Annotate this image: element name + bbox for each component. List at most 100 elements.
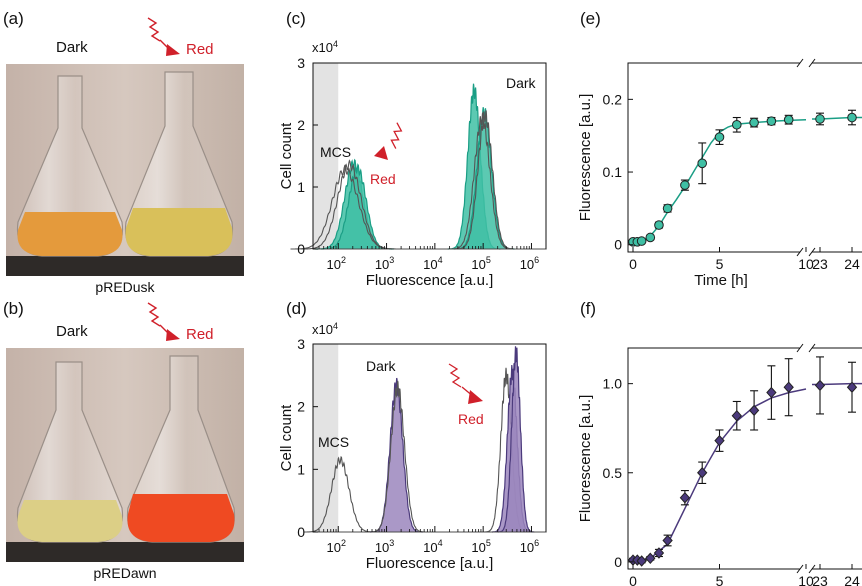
panel-d-red-label: Red <box>458 411 484 427</box>
y-tick-label: 0.1 <box>603 164 623 180</box>
data-point <box>698 159 707 168</box>
x-tick-label: 103 <box>375 538 394 555</box>
x-tick-label: 106 <box>520 255 539 272</box>
panel-b-dark-label: Dark <box>56 323 88 340</box>
plot-frame-left <box>628 63 800 252</box>
fit-curve <box>633 389 806 562</box>
histogram-dark-filled-1 <box>370 378 423 532</box>
data-point <box>715 436 724 446</box>
x-tick-label: 102 <box>327 255 346 272</box>
y-tick-label: 1 <box>297 461 305 477</box>
x-tick-label: 104 <box>423 538 442 555</box>
panel-c: (c) x104 0 1 2 3 102 103 104 105 106 Fluorescence… <box>278 9 546 289</box>
y-tick-label: 1 <box>297 179 305 195</box>
x-tick-label: 23 <box>812 256 828 272</box>
data-point <box>646 233 655 242</box>
y-axis-label: Cell count <box>278 122 295 190</box>
plot-frame-left <box>628 348 800 569</box>
panel-d-multiplier: x104 <box>312 321 338 337</box>
y-tick-label: 0 <box>297 241 305 257</box>
x-tick-label: 105 <box>471 538 490 555</box>
y-axis-label: Fluorescence [a.u.] <box>577 395 594 523</box>
data-point <box>663 204 672 213</box>
axis-break-mark <box>797 344 815 352</box>
data-point <box>767 388 776 398</box>
data-point <box>784 115 793 124</box>
axis-break-mark <box>797 59 815 67</box>
panel-a-right-culture <box>126 208 233 256</box>
y-axis-label: Fluorescence [a.u.] <box>577 94 594 222</box>
panel-a: (a) Dark Red pREDusk <box>3 9 244 295</box>
data-point <box>750 118 759 127</box>
data-point <box>715 133 724 142</box>
data-point <box>681 181 690 190</box>
panel-b-caption: pREDawn <box>93 565 156 581</box>
x-tick-label: 0 <box>629 256 637 272</box>
panel-a-red-label: Red <box>186 41 214 58</box>
panel-a-dark-label: Dark <box>56 39 88 56</box>
y-tick-label: 0 <box>614 554 622 570</box>
panel-c-mcs-label: MCS <box>320 144 351 160</box>
panel-d-dark-label: Dark <box>366 358 397 374</box>
x-tick-label: 0 <box>629 573 637 586</box>
panel-f-label: (f) <box>580 299 596 318</box>
x-axis-label: Time [h] <box>694 272 748 289</box>
panel-d-light-wave <box>449 364 461 387</box>
y-tick-label: 0.2 <box>603 91 623 107</box>
data-point <box>816 380 825 390</box>
y-tick-label: 3 <box>297 336 305 352</box>
data-point <box>733 120 742 129</box>
panel-f-plot: 00.51.005102324Time [h]Fluorescence [a.u… <box>577 344 862 586</box>
x-tick-label: 104 <box>423 255 442 272</box>
x-axis-label: Fluorescence [a.u.] <box>366 272 494 289</box>
y-tick-label: 2 <box>297 399 305 415</box>
x-tick-label: 106 <box>520 538 539 555</box>
x-axis-label: Fluorescence [a.u.] <box>366 555 494 572</box>
panel-c-light-arrowhead <box>374 146 388 160</box>
data-point <box>750 405 759 415</box>
panel-e-label: (e) <box>580 9 601 28</box>
x-tick-label: 24 <box>844 573 860 586</box>
panel-d-light-arrowhead <box>468 390 483 404</box>
y-tick-label: 2 <box>297 117 305 133</box>
panel-a-table <box>6 256 244 276</box>
panel-d-plot: 0 1 2 3 102 103 104 105 106 Fluorescence [a.u.] Ce… <box>278 336 546 572</box>
x-tick-label: 103 <box>375 255 394 272</box>
y-tick-label: 0 <box>297 524 305 540</box>
panel-b-label: (b) <box>3 299 24 318</box>
x-tick-label: 5 <box>716 256 724 272</box>
panel-d: (d) x104 0 1 2 3 102 103 104 105 106 Fluorescence… <box>278 299 546 572</box>
data-point <box>816 115 825 124</box>
panel-b-right-culture <box>128 494 235 542</box>
data-point <box>655 221 664 230</box>
x-tick-label: 5 <box>716 573 724 586</box>
x-tick-label: 23 <box>812 573 828 586</box>
data-point <box>784 382 793 392</box>
x-tick-label: 102 <box>327 538 346 555</box>
y-tick-label: 3 <box>297 55 305 71</box>
data-point <box>848 113 857 122</box>
y-axis-label: Cell count <box>278 404 295 472</box>
panel-c-light-wave <box>385 123 407 149</box>
data-point <box>767 117 776 126</box>
panel-b-light-arrowhead <box>166 329 180 341</box>
panel-c-dark-label: Dark <box>506 75 537 91</box>
panel-b-light-wave <box>148 303 160 326</box>
data-point <box>698 468 707 478</box>
panel-c-label: (c) <box>286 9 306 28</box>
panel-c-multiplier: x104 <box>312 39 338 55</box>
panel-b-left-culture <box>18 500 123 542</box>
plot-frame-right <box>812 63 862 252</box>
y-tick-label: 0 <box>614 237 622 253</box>
panel-e-plot: 00.10.20 5 1023 24Time [h]Fluorescence [a.u… <box>577 59 862 289</box>
y-tick-label: 0.5 <box>603 465 623 481</box>
panel-a-light-wave <box>148 18 160 41</box>
panel-b-table <box>6 542 244 562</box>
panel-a-light-arrowhead <box>166 44 180 56</box>
panel-a-label: (a) <box>3 9 24 28</box>
panel-a-left-culture <box>18 212 123 256</box>
panel-b: (b) Dark Red pREDawn <box>3 299 244 581</box>
panel-a-caption: pREDusk <box>95 279 155 295</box>
